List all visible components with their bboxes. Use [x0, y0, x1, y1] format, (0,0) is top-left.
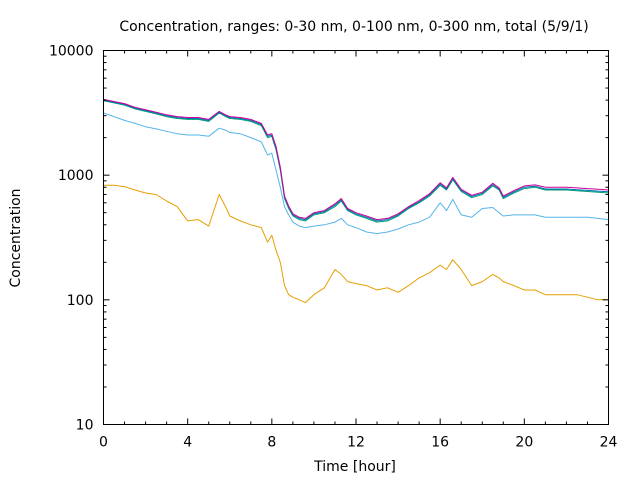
y-axis-label: Concentration: [8, 188, 24, 287]
x-tick-label: 4: [183, 435, 192, 451]
y-tick-label: 100: [67, 293, 94, 309]
x-tick-label: 20: [515, 435, 533, 451]
series-line-3: [103, 100, 609, 223]
y-tick-label: 10000: [49, 44, 94, 60]
series-line-5: [103, 98, 609, 221]
y-tick-label: 10: [76, 418, 94, 434]
series-layer: [103, 98, 609, 304]
x-tick-label: 24: [600, 435, 618, 451]
y-tick-label: 1000: [58, 168, 94, 184]
x-axis-label: Time [hour]: [313, 459, 396, 475]
series-line-1: [103, 184, 609, 304]
ticks-layer: 0 4 8 12 16 20 24 10 100 1000 10000: [49, 44, 618, 451]
x-tick-label: 8: [267, 435, 276, 451]
x-tick-label: 16: [431, 435, 449, 451]
series-line-2: [103, 112, 609, 235]
chart-title: Concentration, ranges: 0-30 nm, 0-100 nm…: [119, 19, 588, 35]
x-tick-label: 0: [99, 435, 108, 451]
plot-area: 0 4 8 12 16 20 24 10 100 1000 10000: [49, 44, 618, 451]
x-tick-label: 12: [347, 435, 365, 451]
plot-frame: [103, 50, 609, 425]
series-line-4: [103, 99, 609, 222]
